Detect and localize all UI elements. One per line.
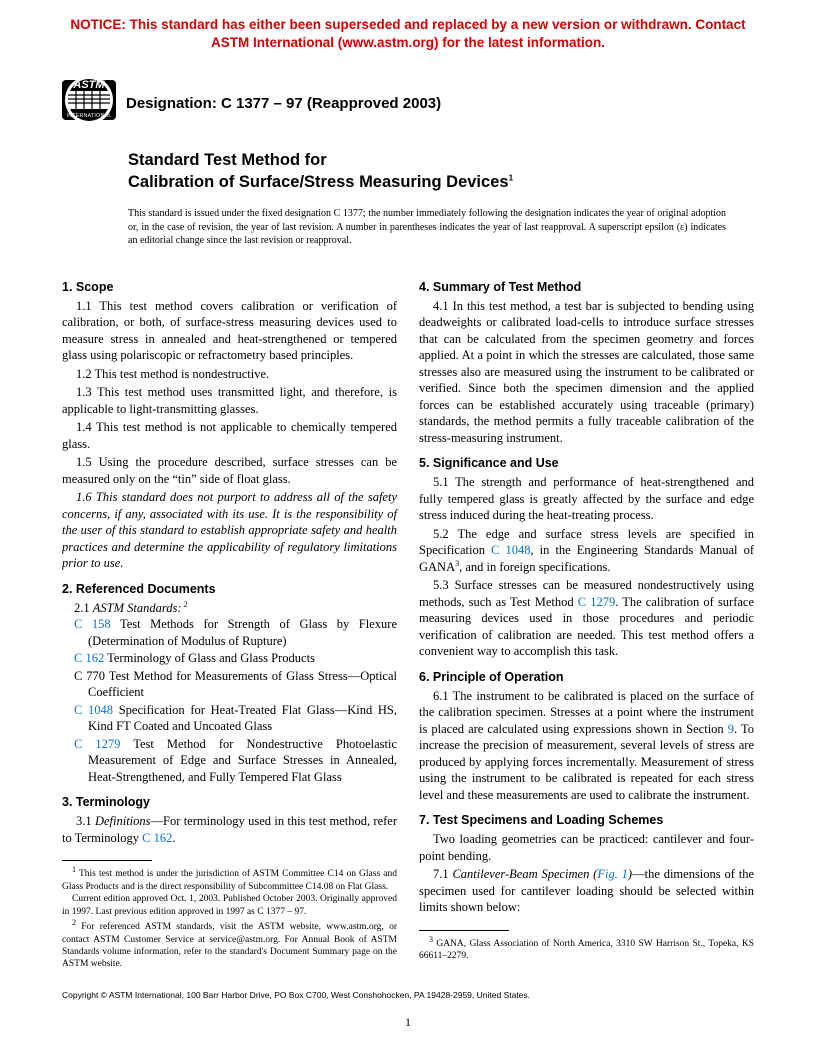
ref-link[interactable]: C 1048 bbox=[74, 703, 113, 717]
ref-c770: C 770 Test Method for Measurements of Gl… bbox=[62, 668, 397, 701]
para-5-1: 5.1 The strength and performance of heat… bbox=[419, 474, 754, 524]
footnote-separator bbox=[62, 860, 152, 861]
ref-c162: C 162 Terminology of Glass and Glass Pro… bbox=[62, 650, 397, 667]
title-line-1: Standard Test Method for bbox=[128, 150, 816, 171]
notice-banner: NOTICE: This standard has either been su… bbox=[0, 0, 816, 58]
para-6-1: 6.1 The instrument to be calibrated is p… bbox=[419, 688, 754, 804]
para-5-2: 5.2 The edge and surface stress levels a… bbox=[419, 526, 754, 576]
para-2-1: 2.1 ASTM Standards: 2 bbox=[62, 600, 397, 617]
svg-text:INTERNATIONAL: INTERNATIONAL bbox=[66, 113, 111, 119]
section-3-head: 3. Terminology bbox=[62, 795, 397, 809]
para-1-2: 1.2 This test method is nondestructive. bbox=[62, 366, 397, 383]
ref-link[interactable]: C 1279 bbox=[74, 737, 120, 751]
ref-c1279: C 1279 Test Method for Nondestructive Ph… bbox=[62, 736, 397, 786]
ref-link[interactable]: C 1279 bbox=[578, 595, 615, 609]
title-block: Standard Test Method for Calibration of … bbox=[0, 128, 816, 193]
copyright: Copyright © ASTM International, 100 Barr… bbox=[62, 990, 530, 1000]
para-3-1: 3.1 Definitions—For terminology used in … bbox=[62, 813, 397, 846]
section-7-head: 7. Test Specimens and Loading Schemes bbox=[419, 813, 754, 827]
section-1-head: 1. Scope bbox=[62, 280, 397, 294]
section-6-head: 6. Principle of Operation bbox=[419, 670, 754, 684]
content-columns: 1. Scope 1.1 This test method covers cal… bbox=[0, 248, 816, 971]
issuance-note: This standard is issued under the fixed … bbox=[0, 193, 816, 248]
para-4-1: 4.1 In this test method, a test bar is s… bbox=[419, 298, 754, 447]
ref-link[interactable]: C 1048 bbox=[491, 543, 530, 557]
para-1-4: 1.4 This test method is not applicable t… bbox=[62, 419, 397, 452]
left-column: 1. Scope 1.1 This test method covers cal… bbox=[62, 270, 397, 971]
footnote-1: 1 This test method is under the jurisdic… bbox=[62, 865, 397, 893]
ref-link[interactable]: C 162 bbox=[142, 831, 172, 845]
title-line-2: Calibration of Surface/Stress Measuring … bbox=[128, 172, 816, 193]
svg-text:ASTM: ASTM bbox=[72, 79, 105, 91]
para-5-3: 5.3 Surface stresses can be measured non… bbox=[419, 577, 754, 660]
section-5-head: 5. Significance and Use bbox=[419, 456, 754, 470]
ref-c158: C 158 Test Methods for Strength of Glass… bbox=[62, 616, 397, 649]
section-4-head: 4. Summary of Test Method bbox=[419, 280, 754, 294]
astm-logo: ASTM INTERNATIONAL bbox=[62, 72, 116, 128]
ref-link[interactable]: C 162 bbox=[74, 651, 104, 665]
para-1-1: 1.1 This test method covers calibration … bbox=[62, 298, 397, 364]
footnote-separator bbox=[419, 930, 509, 931]
footnote-1b: Current edition approved Oct. 1, 2003. P… bbox=[62, 893, 397, 918]
footnote-2: 2 For referenced ASTM standards, visit t… bbox=[62, 918, 397, 971]
para-1-5: 1.5 Using the procedure described, surfa… bbox=[62, 454, 397, 487]
footnote-3: 3 GANA, Glass Association of North Ameri… bbox=[419, 935, 754, 963]
ref-c1048: C 1048 Specification for Heat-Treated Fl… bbox=[62, 702, 397, 735]
para-7-intro: Two loading geometries can be practiced:… bbox=[419, 831, 754, 864]
para-7-1: 7.1 Cantilever-Beam Specimen (Fig. 1)—th… bbox=[419, 866, 754, 916]
designation: Designation: C 1377 – 97 (Reapproved 200… bbox=[126, 89, 441, 112]
right-column: 4. Summary of Test Method 4.1 In this te… bbox=[419, 270, 754, 971]
page-number: 1 bbox=[0, 1015, 816, 1030]
header: ASTM INTERNATIONAL Designation: C 1377 –… bbox=[0, 58, 816, 128]
para-1-6: 1.6 This standard does not purport to ad… bbox=[62, 489, 397, 572]
section-2-head: 2. Referenced Documents bbox=[62, 582, 397, 596]
para-1-3: 1.3 This test method uses transmitted li… bbox=[62, 384, 397, 417]
fig-link[interactable]: Fig. 1 bbox=[597, 867, 628, 881]
ref-link[interactable]: C 158 bbox=[74, 617, 111, 631]
